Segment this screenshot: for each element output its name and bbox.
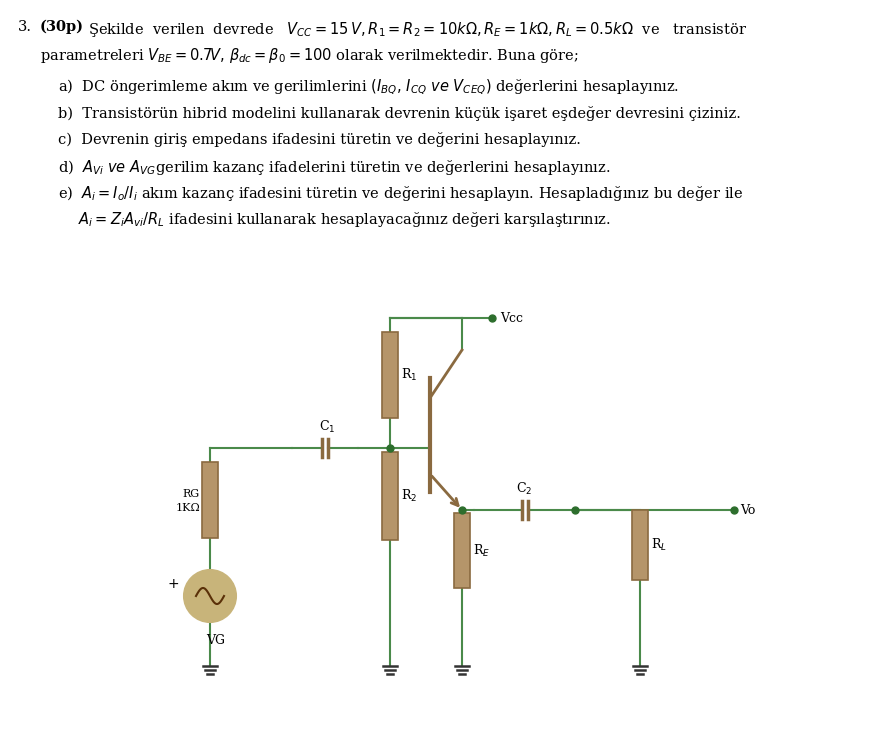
Text: Vcc: Vcc <box>500 312 523 325</box>
Text: c)  Devrenin giriş empedans ifadesini türetin ve değerini hesaplayınız.: c) Devrenin giriş empedans ifadesini tür… <box>58 132 581 147</box>
Text: R$_L$: R$_L$ <box>651 537 666 553</box>
Text: VG: VG <box>207 634 225 647</box>
Text: R$_1$: R$_1$ <box>401 367 417 383</box>
Text: RG: RG <box>183 489 200 499</box>
Text: C$_2$: C$_2$ <box>517 481 533 497</box>
Text: parametreleri $V_{BE} = 0.7V,\, \beta_{dc} = \beta_0 = 100$ olarak verilmektedir: parametreleri $V_{BE} = 0.7V,\, \beta_{d… <box>40 46 579 65</box>
Bar <box>382 452 398 540</box>
Text: R$_E$: R$_E$ <box>473 542 490 559</box>
Text: C$_1$: C$_1$ <box>319 419 335 435</box>
Text: (30p): (30p) <box>40 20 84 35</box>
Circle shape <box>184 570 236 622</box>
Text: Vo: Vo <box>740 503 756 517</box>
Text: d)  $A_{Vi}$ $ve$ $A_{VG}$gerilim kazanç ifadelerini türetin ve değerlerini hesa: d) $A_{Vi}$ $ve$ $A_{VG}$gerilim kazanç … <box>58 158 610 177</box>
Text: +: + <box>168 577 179 591</box>
Text: R$_2$: R$_2$ <box>401 488 417 504</box>
Bar <box>202 462 218 538</box>
Text: $A_i = Z_i A_{vi}/R_L$ ifadesini kullanarak hesaplayacağınız değeri karşılaştırı: $A_i = Z_i A_{vi}/R_L$ ifadesini kullana… <box>78 210 611 229</box>
Text: b)  Transistörün hibrid modelini kullanarak devrenin küçük işaret eşdeğer devres: b) Transistörün hibrid modelini kullanar… <box>58 106 741 121</box>
Text: a)  DC öngerimleme akım ve gerilimlerini $( I_{BQ},\, I_{CQ}$ $ve$ $V_{CEQ})$ de: a) DC öngerimleme akım ve gerilimlerini … <box>58 78 679 97</box>
Text: e)  $A_i = I_o/I_i$ akım kazanç ifadesini türetin ve değerini hesaplayın. Hesapl: e) $A_i = I_o/I_i$ akım kazanç ifadesini… <box>58 184 743 203</box>
Text: 3.: 3. <box>18 20 32 34</box>
Bar <box>382 332 398 418</box>
Text: Şekilde  verilen  devrede   $V_{CC} = 15\,V, R_1 = R_2 = 10k\Omega, R_E = 1k\Ome: Şekilde verilen devrede $V_{CC} = 15\,V,… <box>88 20 747 39</box>
Text: 1KΩ: 1KΩ <box>176 503 200 513</box>
Bar <box>454 513 470 588</box>
Bar <box>632 510 648 580</box>
